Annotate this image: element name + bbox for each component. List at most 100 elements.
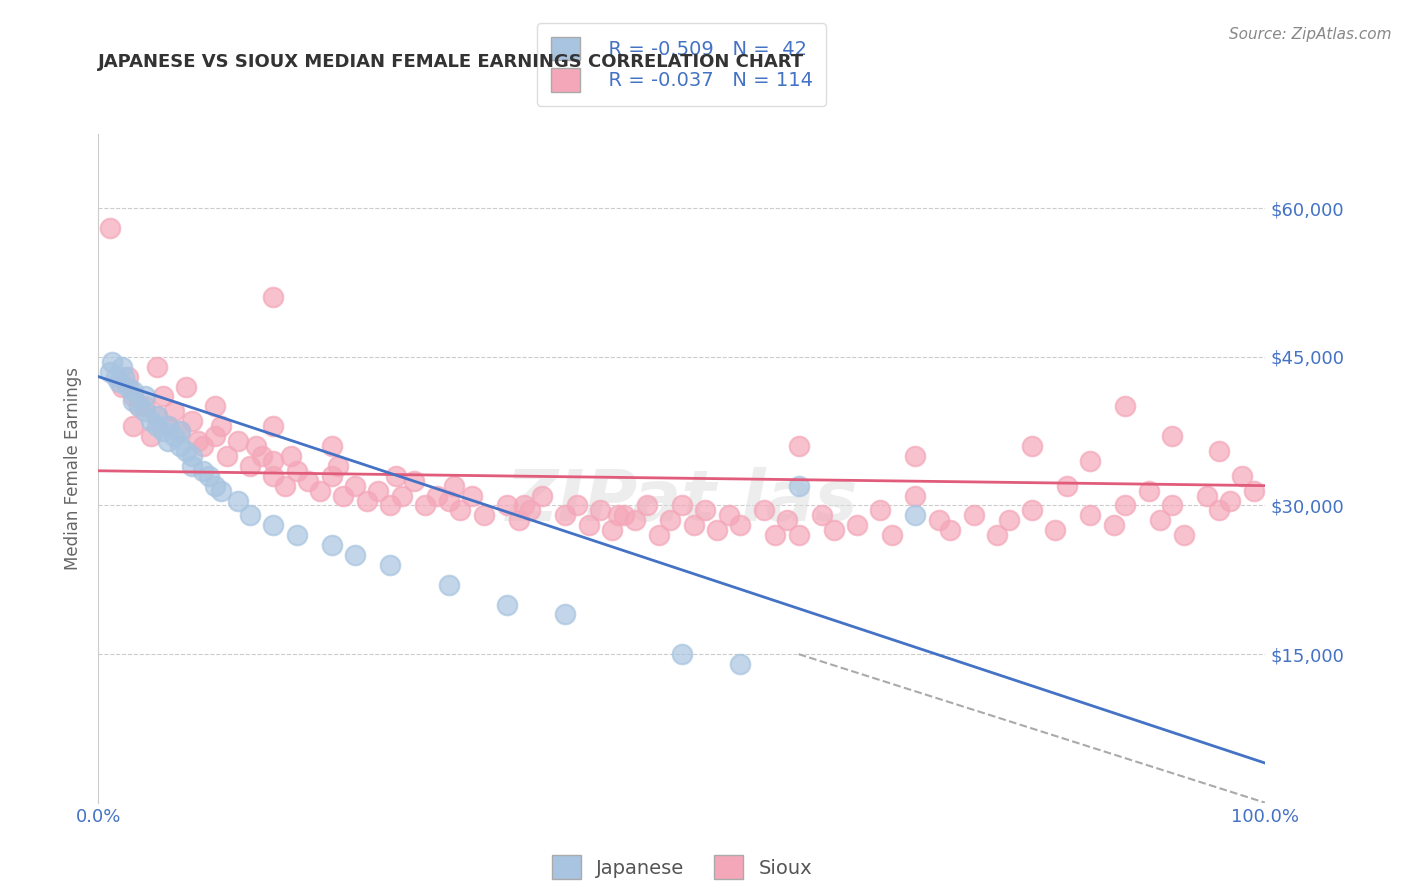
Point — [823, 523, 845, 537]
Point — [671, 499, 693, 513]
Point — [285, 528, 308, 542]
Point — [730, 518, 752, 533]
Point — [578, 518, 600, 533]
Point — [1173, 528, 1195, 542]
Point — [385, 468, 408, 483]
Point — [554, 607, 576, 622]
Point — [180, 458, 202, 473]
Point — [600, 523, 623, 537]
Point — [659, 513, 682, 527]
Point — [437, 493, 460, 508]
Point — [1102, 518, 1125, 533]
Point — [1114, 400, 1136, 414]
Point — [671, 647, 693, 661]
Point — [589, 503, 612, 517]
Point — [262, 290, 284, 304]
Point — [1161, 499, 1184, 513]
Point — [204, 429, 226, 443]
Point — [157, 419, 180, 434]
Point — [101, 355, 124, 369]
Point — [682, 518, 704, 533]
Point — [939, 523, 962, 537]
Point — [309, 483, 332, 498]
Point — [613, 508, 636, 523]
Point — [1114, 499, 1136, 513]
Point — [146, 359, 169, 374]
Point — [180, 414, 202, 428]
Point — [1219, 493, 1241, 508]
Point — [752, 503, 775, 517]
Point — [163, 404, 186, 418]
Point — [367, 483, 389, 498]
Point — [565, 499, 588, 513]
Point — [228, 434, 250, 448]
Point — [239, 458, 262, 473]
Point — [169, 424, 191, 438]
Point — [776, 513, 799, 527]
Point — [139, 429, 162, 443]
Point — [262, 419, 284, 434]
Point — [174, 444, 197, 458]
Point — [606, 508, 628, 523]
Point — [146, 409, 169, 424]
Point — [846, 518, 869, 533]
Point — [426, 489, 449, 503]
Point — [508, 513, 530, 527]
Point — [869, 503, 891, 517]
Point — [111, 379, 134, 393]
Point — [321, 468, 343, 483]
Point — [1149, 513, 1171, 527]
Point — [763, 528, 786, 542]
Point — [104, 369, 127, 384]
Point — [378, 499, 402, 513]
Point — [1045, 523, 1067, 537]
Point — [706, 523, 728, 537]
Point — [1230, 468, 1253, 483]
Point — [1161, 429, 1184, 443]
Point — [280, 449, 302, 463]
Point — [437, 578, 460, 592]
Point — [152, 389, 174, 403]
Point — [122, 389, 145, 403]
Point — [554, 508, 576, 523]
Point — [262, 518, 284, 533]
Point — [193, 439, 215, 453]
Point — [378, 558, 402, 572]
Point — [402, 474, 425, 488]
Point — [174, 379, 197, 393]
Point — [624, 513, 647, 527]
Point — [332, 489, 354, 503]
Point — [962, 508, 984, 523]
Point — [146, 409, 169, 424]
Point — [717, 508, 740, 523]
Point — [128, 400, 150, 414]
Point — [443, 478, 465, 492]
Point — [1208, 503, 1230, 517]
Point — [180, 449, 202, 463]
Point — [730, 657, 752, 671]
Point — [146, 419, 169, 434]
Point — [695, 503, 717, 517]
Point — [262, 454, 284, 468]
Point — [513, 499, 536, 513]
Point — [204, 400, 226, 414]
Point — [1243, 483, 1265, 498]
Point — [519, 503, 541, 517]
Point — [904, 508, 927, 523]
Point — [122, 419, 145, 434]
Point — [209, 419, 232, 434]
Point — [112, 369, 135, 384]
Point — [811, 508, 834, 523]
Point — [1021, 439, 1043, 453]
Point — [134, 389, 156, 403]
Point — [986, 528, 1008, 542]
Point — [647, 528, 669, 542]
Point — [198, 468, 221, 483]
Point — [169, 439, 191, 453]
Point — [152, 424, 174, 438]
Point — [326, 458, 349, 473]
Point — [530, 489, 553, 503]
Point — [98, 365, 121, 379]
Point — [250, 449, 273, 463]
Point — [997, 513, 1019, 527]
